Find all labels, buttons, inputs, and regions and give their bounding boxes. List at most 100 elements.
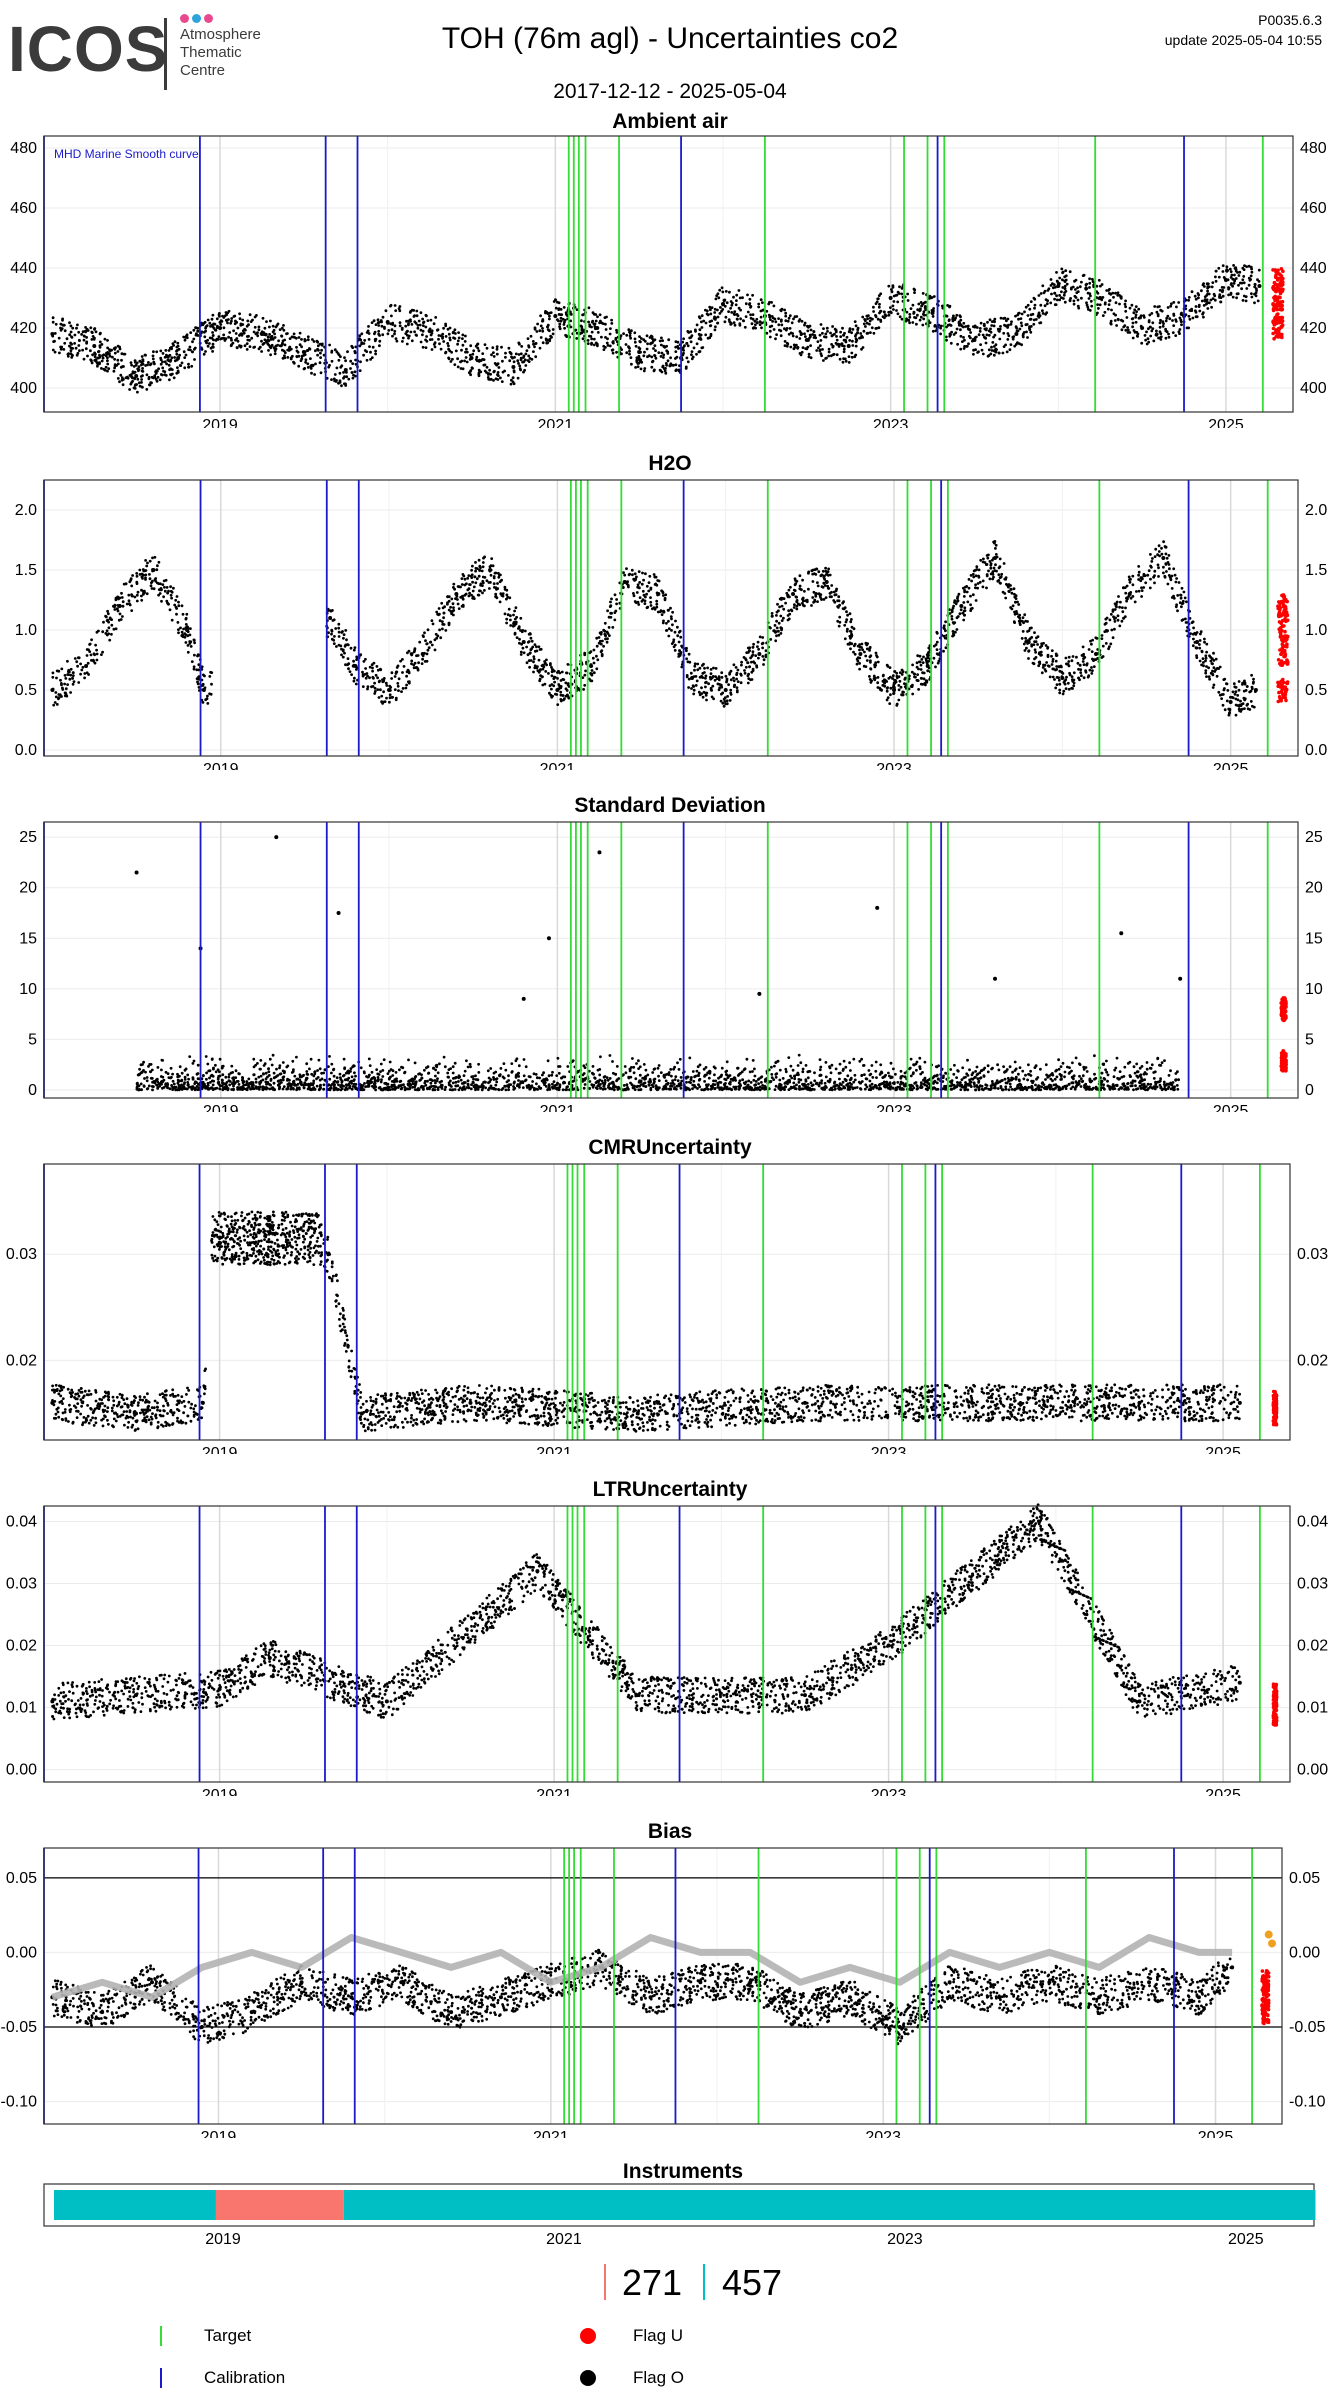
data-point	[1053, 291, 1056, 295]
data-point	[689, 340, 693, 344]
data-point	[180, 361, 184, 365]
data-point	[1032, 322, 1036, 326]
data-point	[113, 603, 117, 607]
data-point	[792, 317, 795, 321]
data-point	[780, 619, 784, 622]
data-point	[442, 616, 445, 620]
data-point	[1225, 699, 1229, 703]
data-point	[1007, 323, 1010, 327]
data-point	[1054, 303, 1058, 306]
data-point	[242, 331, 246, 335]
data-point	[1080, 296, 1083, 300]
data-point	[418, 640, 422, 644]
data-point	[615, 340, 619, 344]
data-point	[430, 348, 434, 351]
data-point	[735, 293, 739, 297]
data-point	[63, 674, 67, 677]
data-point	[378, 339, 382, 343]
data-point	[408, 311, 412, 314]
data-point	[643, 602, 647, 605]
data-point	[437, 607, 441, 610]
data-point	[854, 340, 858, 344]
data-point	[377, 696, 381, 699]
data-point	[563, 697, 566, 701]
data-point	[192, 638, 196, 642]
data-point	[1032, 296, 1036, 300]
data-point	[669, 606, 672, 610]
data-point	[59, 326, 62, 330]
data-point	[1085, 287, 1089, 290]
data-point	[615, 328, 618, 332]
data-point	[935, 640, 939, 644]
data-point	[967, 342, 970, 346]
data-point	[463, 340, 467, 343]
data-point	[561, 678, 565, 681]
data-point	[743, 325, 747, 329]
data-point	[102, 353, 106, 357]
data-point	[222, 326, 226, 330]
data-point	[980, 348, 984, 352]
data-point	[925, 680, 929, 684]
data-point	[503, 585, 507, 589]
data-point	[1182, 590, 1186, 594]
data-point	[471, 367, 474, 370]
data-point	[377, 324, 381, 327]
data-point	[1038, 651, 1041, 655]
data-point	[277, 339, 280, 343]
data-point	[685, 657, 688, 661]
data-point	[563, 326, 566, 330]
data-point	[765, 309, 769, 313]
data-point	[1047, 665, 1051, 668]
data-point	[793, 583, 797, 587]
data-point	[816, 581, 819, 584]
data-point	[779, 308, 783, 312]
data-point	[1155, 332, 1159, 336]
data-point	[359, 653, 363, 657]
data-point	[885, 663, 889, 667]
data-point	[642, 578, 645, 582]
data-point	[556, 703, 560, 706]
data-point	[850, 351, 854, 355]
data-point	[1178, 316, 1182, 320]
data-point	[1184, 621, 1188, 624]
data-point	[990, 324, 994, 327]
data-point	[167, 363, 171, 367]
data-point	[203, 674, 206, 678]
data-point	[499, 376, 502, 380]
chart-title: H2O	[648, 452, 691, 475]
data-point	[1124, 328, 1128, 332]
data-point	[1185, 600, 1188, 604]
data-point	[606, 344, 610, 347]
data-point	[344, 629, 348, 632]
data-point	[821, 331, 824, 335]
data-point	[974, 599, 978, 602]
data-point	[73, 657, 77, 660]
data-point	[889, 686, 893, 690]
data-point	[958, 612, 962, 616]
data-point	[704, 681, 707, 685]
data-point	[768, 329, 772, 333]
data-point	[1051, 286, 1055, 290]
data-point	[383, 325, 386, 329]
data-point	[374, 323, 378, 326]
data-point	[496, 582, 499, 585]
data-point	[788, 314, 792, 317]
data-point	[211, 325, 215, 329]
data-point	[442, 326, 445, 330]
data-point	[452, 336, 455, 340]
data-point	[963, 589, 966, 592]
data-point	[1214, 279, 1218, 283]
data-point	[1170, 587, 1174, 590]
flag-u-point	[1276, 268, 1280, 273]
data-point	[702, 319, 706, 323]
data-point	[274, 344, 278, 348]
data-point	[795, 315, 799, 318]
data-point	[784, 601, 787, 605]
data-point	[1202, 664, 1205, 668]
data-point	[169, 358, 173, 362]
data-point	[974, 583, 977, 587]
data-point	[208, 342, 211, 345]
data-point	[753, 319, 757, 323]
data-point	[196, 682, 200, 686]
data-point	[676, 345, 680, 348]
